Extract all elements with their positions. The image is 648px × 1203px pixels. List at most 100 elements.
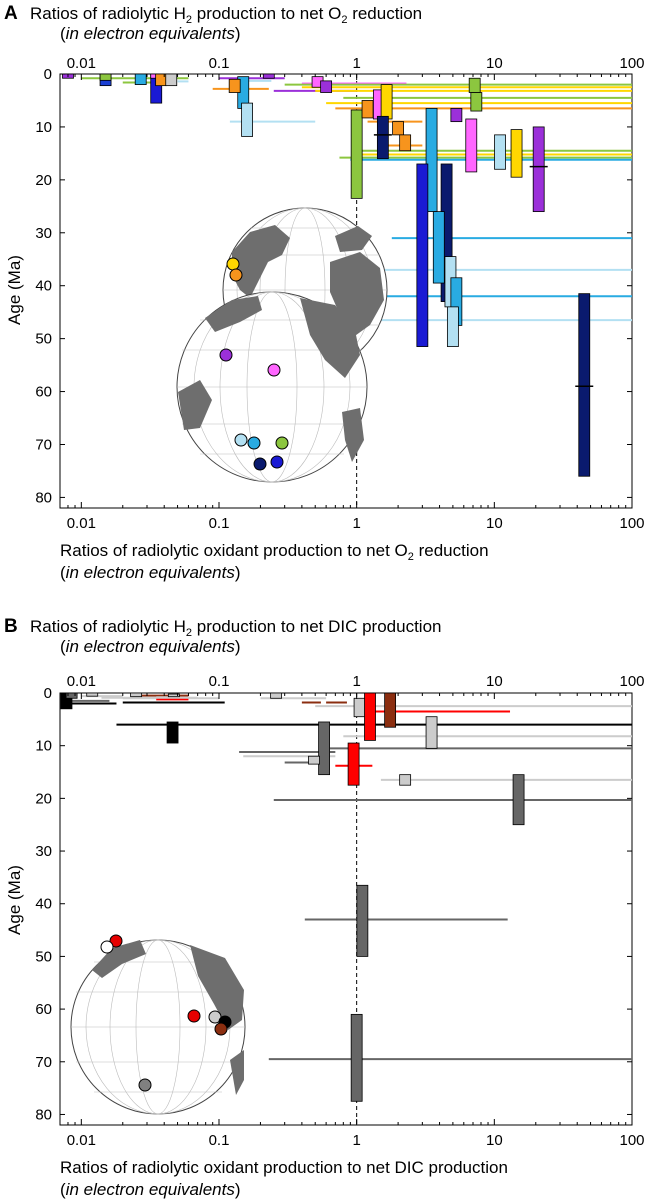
panel-a-x-tick-label-top: 10: [486, 55, 503, 72]
panel-a-top-title: Ratios of radiolytic H2 production to ne…: [30, 4, 422, 26]
site-marker-yellow: [226, 257, 240, 271]
panel-a-x-axis-title-units: (in electron equivalents): [60, 563, 241, 582]
panel-a-age-bar: [494, 134, 506, 170]
panel-a-x-axis-title: Ratios of radiolytic oxidant production …: [60, 541, 489, 563]
panel-a-y-tick-label: 60: [35, 384, 52, 401]
panel-a-x-tick-label-top: 0.1: [209, 55, 230, 72]
panel-a-x-tick-label-bottom: 100: [619, 515, 644, 532]
panel-a: A Ratios of radiolytic H2 production to …: [4, 3, 645, 582]
panel-a-y-tick-label: 0: [44, 66, 52, 83]
land-asia-east-b: [92, 940, 146, 978]
land-north-america-west: [300, 298, 360, 378]
site-marker-pink: [267, 363, 281, 377]
panel-b-top-title: Ratios of radiolytic H2 production to ne…: [30, 617, 442, 639]
panel-b-x-tick-label-bottom: 0.01: [67, 1132, 96, 1149]
land-asia-east: [205, 296, 262, 332]
panel-a-y-tick-label: 30: [35, 225, 52, 242]
panel-b-x-tick-label-top: 1: [352, 673, 360, 690]
panel-a-x-tick-label-bottom: 0.01: [67, 515, 96, 532]
panel-a-age-bar: [392, 121, 405, 136]
panel-a-age-bar: [99, 73, 112, 81]
panel-a-x-tick-label-top: 1: [352, 55, 360, 72]
panel-a-age-bar: [470, 92, 483, 112]
site-marker-navy: [253, 457, 267, 471]
panel-a-age-bar: [228, 78, 241, 93]
panel-b-age-bar: [270, 692, 283, 699]
globe-pacific: [176, 291, 368, 483]
panel-a-y-tick-label: 50: [35, 331, 52, 348]
panel-b-age-bar: [425, 716, 438, 749]
land-north-america-b: [190, 945, 244, 1030]
panel-a-age-bar: [399, 134, 412, 152]
panel-b-x-tick-label-bottom: 1: [352, 1132, 360, 1149]
panel-a-frame: [59, 73, 633, 509]
panel-a-age-bar: [578, 293, 591, 477]
panel-b-age-bar: [399, 774, 412, 786]
panel-a-age-bar: [155, 73, 168, 87]
panel-b-y-tick-label: 60: [35, 1001, 52, 1018]
panel-a-age-bar: [432, 211, 445, 284]
panel-b-x-tick-label-top: 0.01: [67, 673, 96, 690]
panel-a-y-tick-label: 40: [35, 278, 52, 295]
panel-b-age-bar: [356, 884, 369, 957]
panel-b-age-bar: [318, 721, 330, 776]
panel-a-age-bar: [416, 163, 429, 347]
site-marker-brown: [214, 1022, 228, 1036]
panel-b-age-bar: [512, 774, 525, 826]
globe-pacific-b: [70, 934, 246, 1115]
panel-a-y-tick-label: 20: [35, 172, 52, 189]
panel-a-age-bar: [350, 109, 363, 199]
panel-a-age-bar: [241, 102, 253, 137]
panel-b-x-tick-label-top: 0.1: [209, 673, 230, 690]
panel-a-label: A: [4, 3, 18, 24]
panel-a-y-tick-label: 10: [35, 119, 52, 136]
site-marker-purple: [219, 348, 233, 362]
panel-a-top-title-units: (in electron equivalents): [60, 24, 241, 43]
panel-a-age-bar: [262, 73, 275, 79]
panel-a-age-bar: [134, 73, 147, 85]
land-north-america: [232, 225, 290, 298]
panel-b-top-title-units: (in electron equivalents): [60, 637, 241, 656]
panel-a-age-bar: [532, 126, 545, 213]
panel-a-age-bar: [380, 84, 393, 120]
panel-b-y-tick-label: 80: [35, 1106, 52, 1123]
site-marker-dark-blue: [270, 455, 284, 469]
panel-a-age-bar: [376, 115, 389, 160]
site-marker-red-north: [109, 934, 123, 948]
panel-b-x-tick-label-bottom: 0.1: [209, 1132, 230, 1149]
panel-a-age-bar: [320, 80, 333, 93]
site-marker-light-blue: [234, 433, 248, 447]
panel-b-x-tick-label-bottom: 100: [619, 1132, 644, 1149]
panel-b-frame: [59, 692, 633, 1126]
panel-a-y-tick-label: 80: [35, 489, 52, 506]
site-marker-orange: [229, 268, 243, 282]
land-south-america-b: [230, 1050, 244, 1095]
panel-b-age-bar: [166, 721, 179, 744]
panel-b-age-bar: [130, 692, 143, 698]
panel-b-age-bar: [347, 742, 360, 786]
panel-a-plot-area: 0.01 0.01 0.1 0.1 1 1 10 10 100 100 0 10 20 30 40 50 60 7…: [35, 55, 644, 532]
site-marker-red: [187, 1009, 201, 1023]
panel-a-x-tick-label-bottom: 0.1: [209, 515, 230, 532]
panel-a-age-bar: [165, 73, 178, 87]
panel-b-age-bar: [364, 692, 376, 741]
panel-b-x-axis-title-units: (in electron equivalents): [60, 1180, 241, 1199]
panel-b-age-bar: [353, 697, 366, 718]
panel-b-y-tick-label: 50: [35, 948, 52, 965]
panel-a-x-tick-label-top: 0.01: [67, 55, 96, 72]
land-australia: [178, 380, 212, 430]
panel-b-age-bar: [86, 692, 99, 697]
panel-b-y-axis-title: Age (Ma): [5, 865, 24, 935]
panel-b-age-bar: [167, 693, 180, 698]
panel-a-y-tick-label: 70: [35, 436, 52, 453]
panel-b-y-tick-label: 40: [35, 896, 52, 913]
site-marker-white: [100, 940, 114, 954]
panel-b: B Ratios of radiolytic H2 production to …: [4, 616, 645, 1199]
land-europe: [335, 226, 372, 252]
panel-b-age-bar: [308, 755, 320, 765]
panel-a-age-bar: [468, 77, 481, 93]
panel-a-x-tick-label-bottom: 1: [352, 515, 360, 532]
panel-b-age-bar: [350, 1013, 363, 1102]
site-marker-green: [275, 436, 289, 450]
